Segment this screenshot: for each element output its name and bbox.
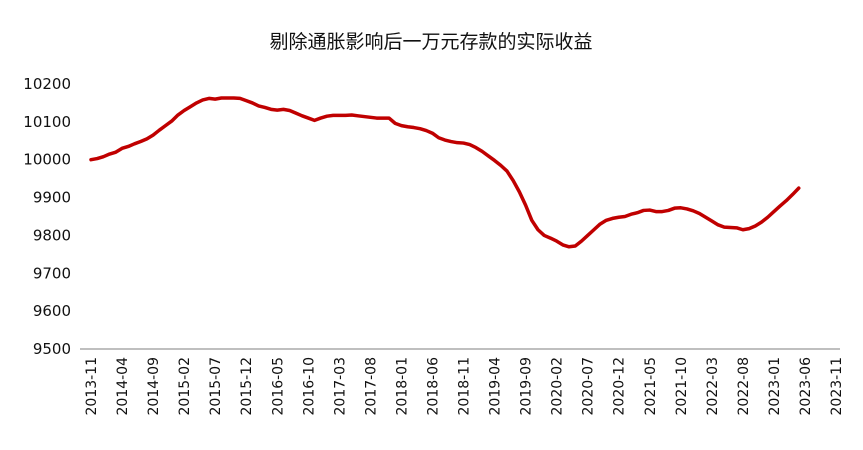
x-tick-label: 2016-10 (301, 357, 317, 416)
x-tick-label: 2022-03 (705, 357, 721, 416)
x-tick-label: 2020-12 (612, 357, 628, 416)
x-tick-label: 2017-03 (332, 357, 348, 416)
x-tick-label: 2015-02 (177, 357, 193, 416)
x-tick-label: 2023-11 (829, 357, 845, 416)
series-line (89, 96, 801, 249)
y-tick-label: 9900 (33, 189, 71, 207)
x-tick-label: 2022-08 (736, 357, 752, 416)
y-tick-label: 10000 (23, 151, 71, 169)
x-tick-label: 2023-06 (798, 357, 814, 416)
x-tick-label: 2018-01 (394, 357, 410, 416)
x-tick-label: 2018-11 (457, 357, 473, 416)
x-tick-label: 2017-08 (363, 357, 379, 416)
y-axis: 10200 10100 10000 9900 9800 9700 9600 9500 (23, 75, 71, 358)
x-tick-label: 2020-07 (581, 357, 597, 416)
chart-title: 剔除通胀影响后一万元存款的实际收益 (269, 31, 592, 53)
x-tick-label: 2018-06 (425, 357, 441, 416)
y-tick-label: 9700 (33, 264, 71, 282)
x-tick-label: 2021-05 (643, 357, 659, 416)
y-tick-label: 10200 (23, 75, 71, 93)
x-tick-label: 2016-05 (270, 357, 286, 416)
y-tick-label: 9500 (33, 340, 71, 358)
x-tick-label: 2023-01 (767, 357, 783, 416)
x-tick-label: 2019-04 (488, 357, 504, 416)
x-tick-label: 2020-02 (550, 357, 566, 416)
x-tick-label: 2014-09 (146, 357, 162, 416)
x-tick-label: 2014-04 (115, 357, 131, 416)
x-axis: 2013-11 2014-04 2014-09 2015-02 2015-07 2015-… (80, 348, 845, 416)
y-tick-label: 9600 (33, 302, 71, 320)
x-tick-label: 2015-12 (239, 357, 255, 416)
x-tick-label: 2015-07 (208, 357, 224, 416)
x-tick-label: 2013-11 (84, 357, 100, 416)
y-tick-label: 10100 (23, 113, 71, 131)
plot-area (89, 96, 801, 249)
x-tick-label: 2019-09 (519, 357, 535, 416)
x-tick-label: 2021-10 (674, 357, 690, 416)
y-tick-label: 9800 (33, 226, 71, 244)
